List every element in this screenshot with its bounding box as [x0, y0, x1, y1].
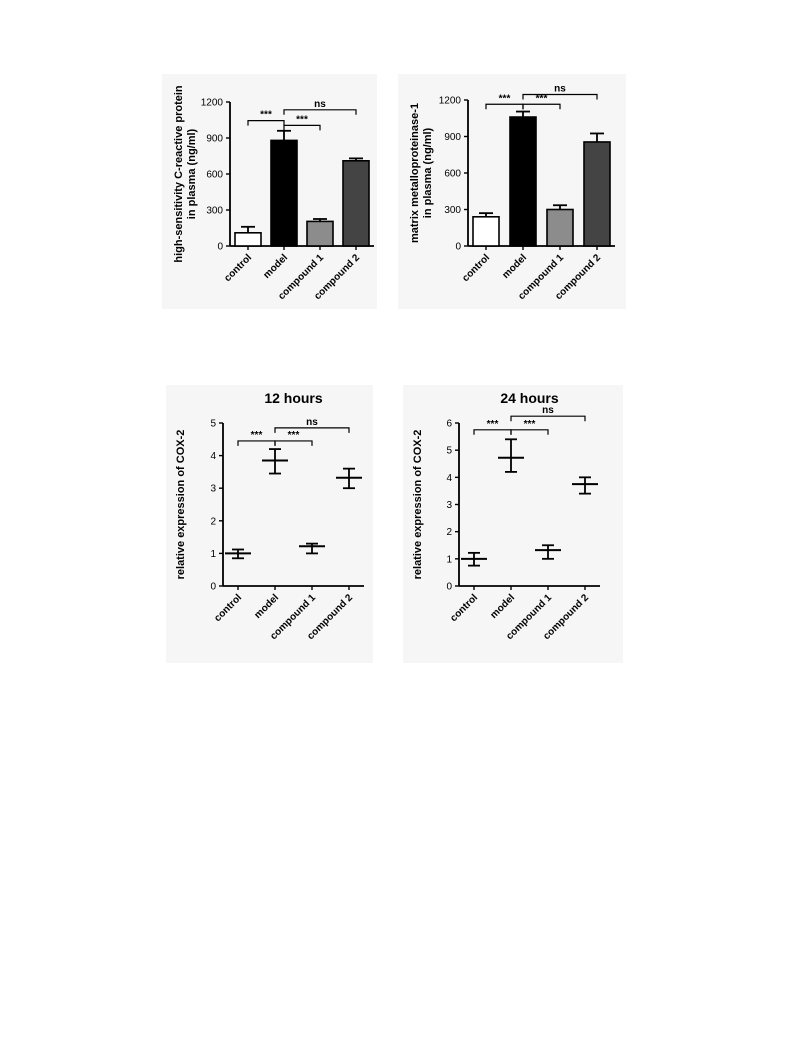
y-tick-label: 300 — [444, 205, 461, 216]
x-tick-label: model — [501, 252, 530, 281]
y-tick-label: 900 — [206, 134, 223, 145]
significance-bracket — [485, 103, 524, 110]
significance-bracket — [247, 120, 285, 126]
y-tick-label: 3 — [446, 500, 452, 511]
crp-svg: 0 300 600 900 1200 high-sensitivity C-reactiv… — [173, 85, 374, 302]
cox12-svg: 0 1 2 3 4 5 relative expression of COX-2 12 hou… — [175, 390, 364, 642]
significance-label: *** — [260, 110, 272, 121]
y-axis-label: in plasma (ng/ml) — [186, 128, 198, 219]
significance-bracket — [473, 429, 512, 435]
significance-bracket — [522, 103, 561, 110]
x-tick-label: control — [460, 252, 492, 284]
y-tick-label: 0 — [210, 582, 216, 593]
significance-bracket — [274, 440, 313, 446]
significance-label: ns — [554, 84, 566, 95]
y-tick-label: 2 — [210, 516, 216, 527]
y-tick-label: 0 — [217, 242, 223, 253]
bar-compound-2 — [583, 141, 611, 247]
crp-bar-chart-panel: 0 300 600 900 1200 high-sensitivity C-reactiv… — [162, 74, 377, 309]
cox2-24h-chart-panel: 0 1 2 3 4 5 6 relative expression of COX-2 24 ho… — [403, 385, 623, 663]
bar-control — [472, 216, 500, 247]
y-axis-label: high-sensitivity C-reactive protein — [173, 85, 185, 263]
bar-compound-1 — [546, 208, 574, 247]
x-tick-label: control — [448, 592, 480, 624]
y-tick-label: 1 — [446, 554, 452, 565]
significance-label: *** — [499, 93, 511, 104]
y-tick-label: 3 — [210, 484, 216, 495]
significance-label: *** — [296, 114, 308, 125]
significance-bracket — [522, 93, 598, 100]
y-tick-label: 300 — [206, 206, 223, 217]
mmp-svg: 0 300 600 900 1200 matrix metalloproteinase-1… — [409, 84, 615, 302]
y-tick-label: 5 — [210, 419, 216, 430]
bar-model — [509, 116, 537, 247]
y-tick-label: 2 — [446, 527, 452, 538]
x-tick-label: control — [212, 592, 244, 624]
significance-label: ns — [306, 417, 318, 428]
cox24-svg: 0 1 2 3 4 5 6 relative expression of COX-2 24 ho… — [412, 390, 600, 642]
y-tick-label: 600 — [444, 169, 461, 180]
y-tick-label: 600 — [206, 170, 223, 181]
bar-compound-1 — [306, 220, 334, 247]
y-tick-label: 4 — [446, 473, 452, 484]
mmp-bar-chart-panel: 0 300 600 900 1200 matrix metalloproteinase-1… — [398, 74, 626, 309]
x-tick-label: model — [253, 592, 282, 621]
x-tick-label: control — [222, 252, 254, 284]
significance-label: ns — [542, 405, 554, 416]
y-tick-label: 6 — [446, 419, 452, 430]
x-tick-label: model — [262, 252, 291, 281]
significance-label: ns — [314, 99, 326, 110]
y-axis-label: in plasma (ng/ml) — [422, 127, 434, 218]
significance-bracket — [510, 415, 586, 422]
chart-title: 12 hours — [264, 390, 323, 406]
y-tick-label: 1 — [210, 549, 216, 560]
significance-bracket — [283, 124, 321, 131]
significance-label: *** — [536, 93, 548, 104]
bar-model — [270, 139, 298, 247]
y-tick-label: 0 — [446, 582, 452, 593]
y-axis-label: matrix metalloproteinase-1 — [409, 103, 421, 243]
significance-label: *** — [251, 430, 263, 441]
significance-label: *** — [524, 419, 536, 430]
significance-bracket — [274, 427, 350, 433]
y-tick-label: 900 — [444, 132, 461, 143]
y-tick-label: 1200 — [201, 98, 224, 109]
bar-control — [234, 232, 262, 247]
significance-label: *** — [487, 419, 499, 430]
significance-bracket — [283, 109, 357, 115]
y-tick-label: 0 — [455, 242, 461, 253]
y-tick-label: 4 — [210, 451, 216, 462]
bar-compound-2 — [342, 160, 370, 247]
significance-bracket — [237, 440, 276, 446]
cox2-12h-chart-panel: 0 1 2 3 4 5 relative expression of COX-2 12 hou… — [166, 385, 373, 663]
y-tick-label: 5 — [446, 446, 452, 457]
y-tick-label: 1200 — [439, 96, 462, 107]
significance-label: *** — [288, 430, 300, 441]
y-axis-label: relative expression of COX-2 — [412, 430, 424, 580]
y-axis-label: relative expression of COX-2 — [175, 430, 187, 580]
significance-bracket — [510, 429, 549, 435]
chart-title: 24 hours — [500, 390, 559, 406]
x-tick-label: model — [489, 592, 518, 621]
